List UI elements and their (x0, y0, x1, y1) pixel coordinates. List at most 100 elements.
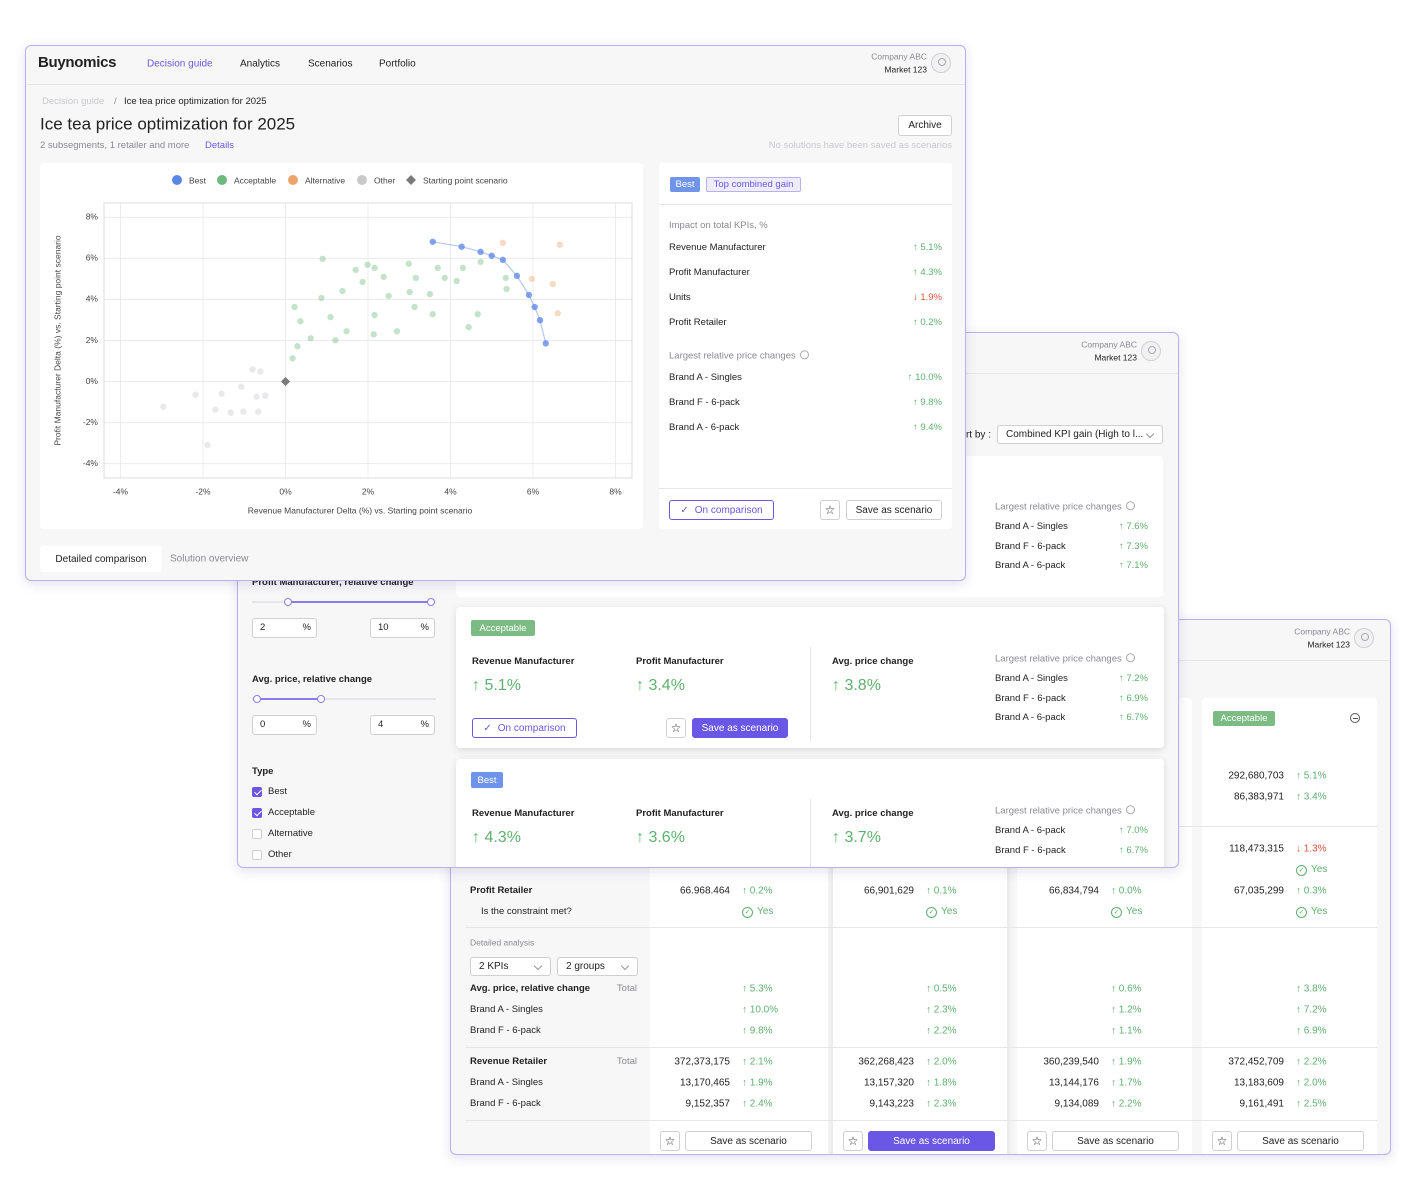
metric-name: Profit Manufacturer (636, 807, 724, 819)
data-point (542, 340, 549, 347)
data-point (160, 403, 167, 410)
type-label: Type (252, 765, 274, 777)
avatar[interactable] (931, 53, 951, 73)
on-comparison-button[interactable]: On comparison (669, 500, 774, 520)
save-scenario-button[interactable]: Save as scenario (692, 718, 788, 738)
data-point (429, 238, 436, 245)
details-link[interactable]: Details (205, 139, 235, 151)
price-change: 10.0% (908, 372, 942, 383)
slider-track (252, 698, 436, 700)
avatar[interactable] (1354, 628, 1374, 648)
legend-marker (172, 175, 182, 185)
type-checkbox[interactable] (252, 850, 262, 860)
data-point (359, 278, 366, 286)
detailed-analysis-label: Detailed analysis (470, 937, 535, 948)
remove-column[interactable] (1350, 713, 1360, 723)
type-checkbox[interactable] (252, 808, 262, 818)
page-title: Ice tea price optimization for 2025 (40, 114, 296, 134)
price-change: 9.8% (913, 397, 942, 408)
cell-value: 9,134,089 (1054, 1098, 1100, 1110)
price-change: 7.2% (1119, 673, 1148, 684)
save-scenario-button[interactable]: Save as scenario (1237, 1131, 1364, 1151)
row-label: Brand A - Singles (470, 1003, 543, 1015)
slider-handle[interactable] (284, 598, 292, 606)
data-point (412, 274, 420, 282)
price-name: Brand A - 6-pack (995, 711, 1066, 723)
range-input-unit: % (302, 718, 311, 730)
favorite-button[interactable] (660, 1131, 680, 1151)
cell-change: 2.2% (1296, 1057, 1327, 1068)
data-point (458, 243, 465, 250)
type-checkbox[interactable] (252, 787, 262, 797)
saved-note: No solutions have been saved as scenario… (768, 139, 952, 151)
save-scenario-button[interactable]: Save as scenario (1052, 1131, 1179, 1151)
favorite-button[interactable] (843, 1131, 863, 1151)
price-change: 7.1% (1119, 560, 1148, 571)
save-scenario-button[interactable]: Save as scenario (868, 1131, 995, 1151)
price-heading: Largest relative price changes (669, 350, 809, 361)
tab[interactable]: Solution overview (170, 553, 249, 565)
group-select[interactable]: 2 groups (557, 957, 638, 976)
kpi-select[interactable]: 2 KPIs (470, 957, 551, 976)
range-input[interactable] (252, 715, 317, 735)
save-scenario-button[interactable]: Save as scenario (685, 1131, 812, 1151)
slider-handle[interactable] (253, 695, 261, 703)
data-point (262, 392, 269, 399)
market-name: Market 123 (1094, 352, 1137, 363)
kpi-value: 86,383,971 (1233, 791, 1284, 803)
metric-name: Avg. price change (832, 655, 914, 667)
data-point (488, 252, 495, 259)
range-input[interactable] (252, 618, 317, 638)
kpi-change: 3.4% (1296, 792, 1327, 803)
metric-name: Revenue Manufacturer (472, 655, 575, 667)
cell-change: 2.0% (926, 1057, 957, 1068)
nav-item[interactable]: Scenarios (308, 58, 353, 70)
active-tab[interactable]: Detailed comparison (40, 546, 162, 572)
favorite-button[interactable] (666, 718, 686, 738)
data-point (459, 264, 467, 272)
favorite-button[interactable] (1027, 1131, 1047, 1151)
scatter-chart: -4% -2% 0% 2% 4% 6% 8% -4% -2% 0% 2% 4% 6% 8% Revenue … (52, 175, 633, 515)
cell-change: 2.5% (1296, 1099, 1327, 1110)
avatar[interactable] (1141, 341, 1161, 361)
cell-value: 362,268,423 (858, 1056, 914, 1068)
y-tick-label: -4% (83, 458, 99, 468)
slider-handle[interactable] (427, 598, 435, 606)
on-comparison-button[interactable]: On comparison (472, 718, 577, 738)
sort-select[interactable]: Combined KPI gain (High to l... (997, 425, 1163, 444)
nav-item[interactable]: Decision guide (147, 58, 213, 70)
kpi-value: 292,680,703 (1228, 770, 1284, 782)
data-point (406, 288, 413, 296)
row-label: Is the constraint met? (481, 905, 572, 917)
nav-item[interactable]: Portfolio (379, 58, 416, 70)
data-point (371, 264, 378, 272)
favorite-button[interactable] (820, 500, 840, 520)
kpi-change: 0.2% (913, 317, 942, 328)
data-point (218, 390, 225, 397)
price-change: 9.4% (913, 422, 942, 433)
data-point (238, 383, 245, 390)
cell-change: 1.1% (1111, 1026, 1142, 1037)
y-tick-label: 4% (86, 294, 99, 304)
data-point (371, 311, 378, 319)
range-input-value: 4 (378, 718, 384, 730)
data-point (339, 287, 346, 295)
card-divider (659, 488, 952, 489)
metric-change: 4.3% (472, 829, 520, 847)
favorite-button[interactable] (1212, 1131, 1232, 1151)
range-input[interactable] (370, 715, 435, 735)
range-input[interactable] (370, 618, 435, 638)
metric-name: Avg. price change (832, 807, 914, 819)
archive-button[interactable]: Archive (898, 115, 952, 136)
price-change: 7.3% (1119, 541, 1148, 552)
market-name: Market 123 (1307, 639, 1350, 650)
nav-item[interactable]: Analytics (240, 58, 281, 70)
kpi-change: 5.1% (1296, 771, 1327, 782)
save-scenario-button[interactable]: Save as scenario (846, 500, 942, 520)
cell-value: 372,373,175 (674, 1056, 730, 1068)
breadcrumb-link[interactable]: Decision guide (42, 95, 105, 107)
slider-handle[interactable] (317, 695, 325, 703)
data-point (332, 337, 339, 344)
type-checkbox[interactable] (252, 829, 262, 839)
price-change: 6.7% (1119, 712, 1148, 723)
